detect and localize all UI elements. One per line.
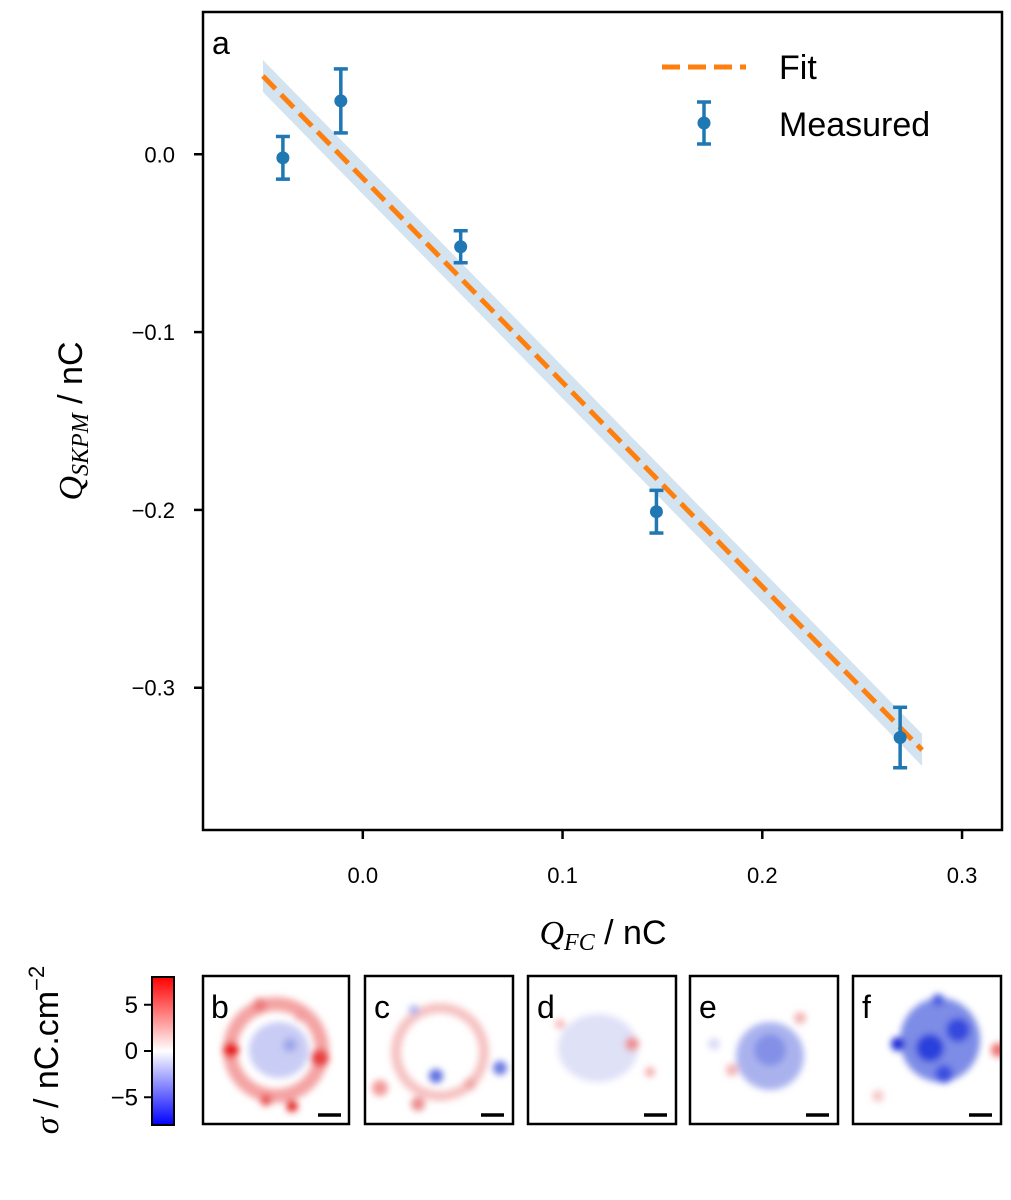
charge-maps: b c: [201, 974, 1003, 1126]
x-tick-label: 0.0: [348, 863, 379, 888]
map-e: e: [688, 974, 840, 1126]
legend-fit-label: Fit: [779, 49, 817, 87]
legend-measured-label: Measured: [779, 106, 930, 144]
map-label: e: [699, 989, 717, 1025]
fit-line: [261, 74, 924, 752]
map-label: d: [537, 989, 555, 1025]
y-tick-label: 0.0: [144, 142, 175, 167]
main-plot: 0.0 0.1 0.2 0.3 0.0 −0.1 −0.2 −0.3 a Fit Measu…: [52, 10, 1004, 956]
x-axis-label: QFC / nC: [539, 914, 666, 956]
y-tick-label: −0.2: [132, 498, 175, 523]
colorbar-gradient: [151, 976, 175, 1126]
measured-point: [453, 228, 468, 265]
map-label: c: [374, 989, 390, 1025]
colorbar-tick-label: 5: [125, 992, 138, 1019]
map-c: c: [363, 974, 515, 1126]
data-marker: [454, 240, 468, 254]
measured-point: [893, 705, 908, 770]
x-tick-label: 0.3: [947, 863, 978, 888]
plot-frame: [201, 10, 1004, 832]
panel-label-a: a: [212, 25, 230, 61]
measured-point: [649, 488, 664, 535]
x-tick-label: 0.2: [747, 863, 778, 888]
data-marker: [334, 94, 348, 108]
measured-point: [275, 134, 290, 181]
y-axis-label: QSKPM / nC: [52, 341, 94, 500]
legend: Fit Measured: [662, 49, 930, 146]
legend-measured-marker: [697, 116, 711, 130]
data-marker: [649, 505, 663, 519]
x-tick-label: 0.1: [547, 863, 578, 888]
y-tick-label: −0.1: [132, 320, 175, 345]
map-label: f: [862, 989, 871, 1025]
y-tick-label: −0.3: [132, 676, 175, 701]
map-f: f: [851, 974, 1003, 1126]
data-marker: [893, 731, 907, 745]
colorbar-label: σ / nC.cm−2: [24, 966, 66, 1134]
measured-point: [333, 67, 348, 135]
data-marker: [276, 151, 290, 165]
map-b: b: [201, 974, 351, 1126]
colorbar: 5 0 −5 σ / nC.cm−2: [24, 966, 175, 1134]
map-label: b: [211, 989, 229, 1025]
colorbar-tick-label: −5: [111, 1084, 138, 1111]
map-d: d: [526, 974, 678, 1126]
colorbar-tick-label: 0: [125, 1038, 138, 1065]
